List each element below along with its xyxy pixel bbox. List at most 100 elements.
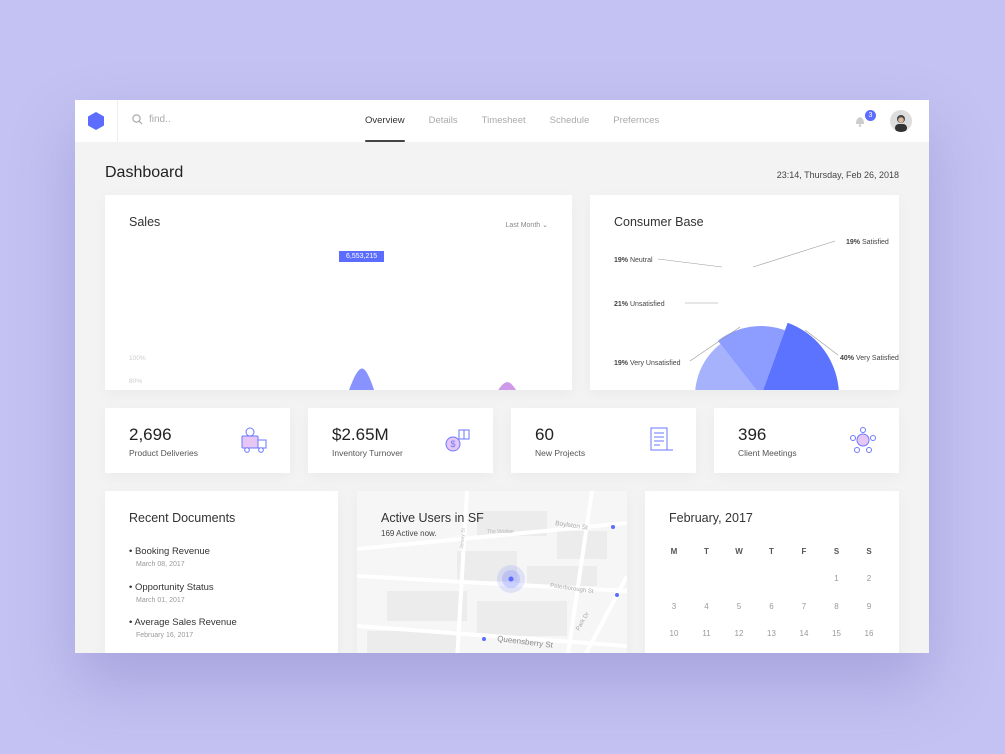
stat-label: Inventory Turnover [332, 448, 403, 458]
chart-tooltip: 6,553,215 [339, 251, 385, 262]
search-input[interactable]: find.. [132, 114, 171, 125]
y-tick-label: 80% [129, 378, 142, 385]
calendar-day[interactable]: 8 [834, 601, 839, 611]
tab-preferences[interactable]: Prefernces [613, 115, 660, 126]
meeting-table-icon [850, 427, 876, 453]
pie-label-text: Neutral [630, 257, 653, 264]
stat-value: 60 [535, 425, 554, 444]
pie-leader-line [752, 240, 836, 268]
street-label: Boylston St [555, 520, 589, 532]
pie-leader-line [657, 258, 723, 268]
stat-card: 60 New Projects [511, 408, 696, 473]
notification-badge: 3 [865, 110, 876, 121]
pie-label: 40% Very Satisfied [840, 355, 899, 362]
pie-leader-line [689, 326, 741, 362]
street-label: Queensberry St [497, 634, 554, 650]
document-date: March 08, 2017 [136, 561, 185, 568]
logo[interactable] [75, 100, 118, 142]
datetime: 23:14, Thursday, Feb 26, 2018 [776, 170, 899, 180]
app-window: find.. Overview Details Timesheet Schedu… [75, 100, 929, 653]
calendar-card: February, 2017 M T W T F S S 1 2 3 4 5 6 7 8 9 10 11 12 13 1… [645, 491, 899, 653]
delivery-truck-icon [241, 427, 267, 453]
weekday-label: F [801, 547, 807, 556]
calendar-day[interactable]: 2 [866, 574, 872, 583]
document-date: March 01, 2017 [136, 597, 185, 604]
calendar-day[interactable]: 1 [834, 574, 839, 583]
weekday-label: T [769, 547, 774, 556]
pie-label-text: Very Unsatisfied [630, 360, 681, 367]
calendar-day[interactable]: 10 [669, 629, 679, 638]
bell-icon[interactable] [853, 114, 867, 128]
period-dropdown[interactable]: Last Month ⌄ [506, 221, 548, 229]
calendar-day[interactable]: 11 [702, 629, 711, 638]
calendar-day[interactable]: 12 [734, 629, 744, 638]
active-users-map-card[interactable]: Boylston St Peterborough St Park Dr Quee… [357, 491, 627, 653]
street-label: Jersey St [459, 527, 467, 549]
tab-schedule[interactable]: Schedule [549, 115, 590, 126]
sales-chart: 100%80%60%40%20%5k10k15k20k25k30k35k40k [129, 355, 516, 390]
search-placeholder: find.. [149, 114, 171, 125]
pie-label-pct: 40% [840, 355, 855, 362]
calendar-day[interactable]: 9 [866, 601, 872, 611]
pie-leader-line [804, 329, 839, 356]
stat-value: $2.65M [332, 425, 389, 444]
pie-slice-satisfied[interactable] [717, 326, 785, 390]
active-count: 169 Active now. [381, 529, 437, 538]
calendar-day[interactable]: 4 [704, 601, 709, 611]
avatar[interactable] [890, 110, 912, 132]
stat-value: 396 [738, 425, 767, 444]
pie-slice-neutral[interactable] [695, 343, 761, 390]
calendar-day[interactable]: 7 [801, 601, 807, 611]
weekday-label: S [833, 547, 840, 556]
checklist-scroll-icon [650, 427, 673, 451]
sales-card: Sales Last Month ⌄ 100%80%60%40%20%5k10k… [105, 195, 572, 390]
place-label: The Viridian [487, 529, 514, 535]
calendar-day[interactable]: 6 [769, 601, 774, 611]
pie-label: 21% Unsatisfied [614, 301, 665, 308]
document-date: February 16, 2017 [136, 632, 194, 639]
calendar-day[interactable]: 14 [799, 629, 809, 638]
tab-overview[interactable]: Overview [365, 100, 405, 142]
y-tick-label: 100% [129, 355, 146, 362]
calendar-day[interactable]: 5 [736, 601, 742, 611]
document-name: Booking Revenue [134, 546, 210, 557]
pie-label-text: Very Satisfied [856, 355, 899, 362]
calendar-day[interactable]: 16 [864, 629, 874, 638]
stat-value: 2,696 [129, 425, 172, 444]
pie-label-pct: 19% [614, 360, 629, 367]
calendar-day[interactable]: 13 [767, 629, 776, 638]
pie-label: 19% Satisfied [846, 239, 889, 246]
document-name: Average Sales Revenue [134, 617, 237, 628]
pie-slice-very-satisfied[interactable] [761, 322, 839, 390]
weekday-label: M [670, 547, 678, 556]
documents-title: Recent Documents [129, 511, 236, 525]
weekday-label: T [704, 547, 709, 556]
chevron-down-icon: ⌄ [542, 222, 548, 229]
consumer-pie-chart: 40% Very Satisfied 19% Very Unsatisfied 21… [614, 239, 899, 390]
map[interactable]: Boylston St Peterborough St Park Dr Quee… [357, 491, 627, 653]
pie-label-pct: 19% [846, 239, 861, 246]
page-title: Dashboard [105, 164, 184, 181]
document-item[interactable]: • Opportunity Status March 01, 2017 [129, 582, 214, 604]
hexagon-logo-icon [88, 112, 104, 130]
stat-card: $2.65M Inventory Turnover $ [308, 408, 493, 473]
document-name: Opportunity Status [134, 582, 214, 593]
pie-label-text: Unsatisfied [630, 301, 665, 308]
consumer-base-card: Consumer Base 40% Very Satisfied 19% Very… [590, 195, 899, 390]
sales-area-series-1 [498, 382, 516, 390]
stat-card: 2,696 Product Deliveries [105, 408, 290, 473]
calendar-day[interactable]: 3 [671, 601, 677, 611]
document-item[interactable]: • Booking Revenue March 08, 2017 [129, 546, 210, 568]
tab-details[interactable]: Details [428, 115, 458, 126]
svg-text:$: $ [450, 439, 455, 449]
nav-tabs: Overview Details Timesheet Schedule Pref… [365, 100, 683, 142]
calendar-day[interactable]: 15 [832, 629, 841, 638]
document-item[interactable]: • Average Sales Revenue February 16, 2017 [129, 617, 237, 639]
recent-documents-card: Recent Documents • Booking Revenue March … [105, 491, 338, 653]
tab-timesheet[interactable]: Timesheet [481, 115, 526, 126]
pie-label: 19% Neutral [614, 257, 653, 264]
user-avatar-icon [895, 115, 907, 132]
top-nav: find.. Overview Details Timesheet Schedu… [75, 100, 929, 142]
stat-label: Client Meetings [738, 448, 797, 458]
search-icon [132, 114, 143, 125]
